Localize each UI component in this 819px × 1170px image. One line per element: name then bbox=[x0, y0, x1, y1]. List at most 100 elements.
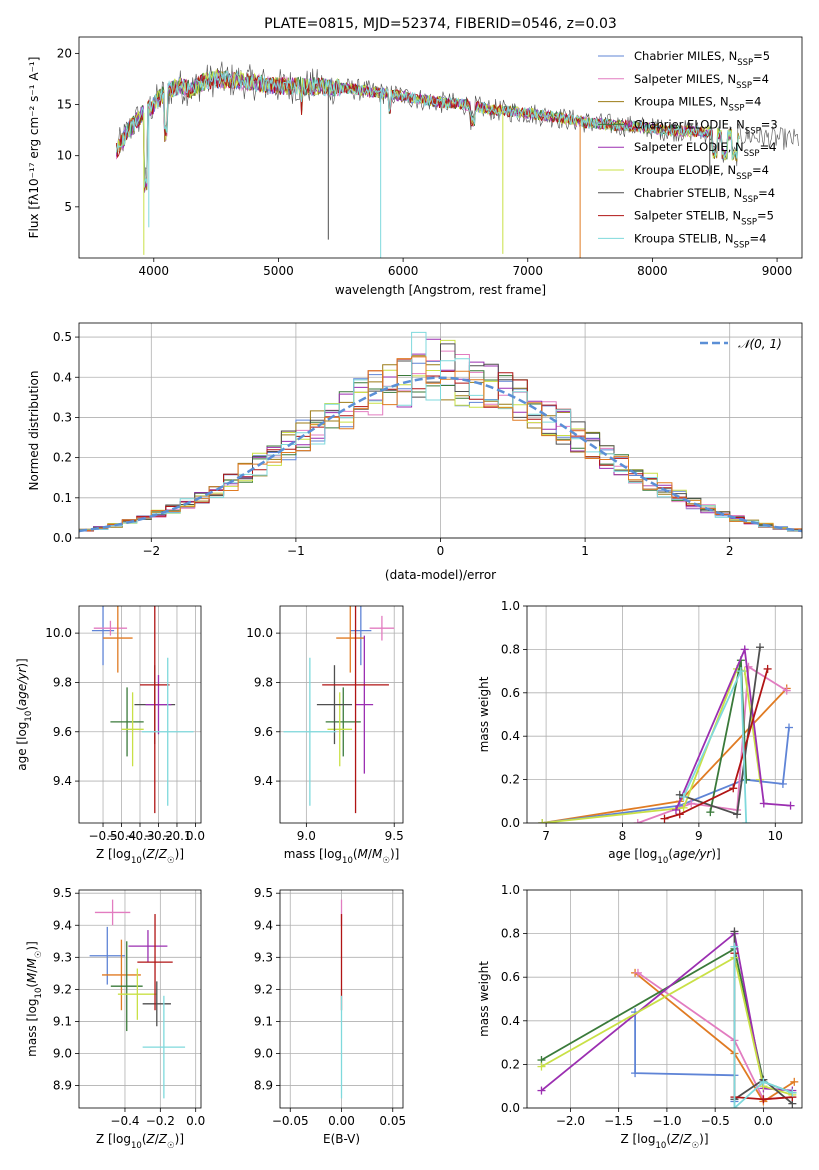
weight-marker bbox=[763, 664, 772, 673]
x-tick-label: −0.5 bbox=[88, 829, 117, 843]
x-tick-label: 8 bbox=[619, 829, 627, 843]
y-axis-label: mass weight bbox=[477, 676, 491, 752]
y-tick-label: 0.0 bbox=[53, 531, 72, 545]
x-tick-label: −1.0 bbox=[652, 1114, 681, 1128]
error-bar-point bbox=[369, 615, 395, 641]
y-tick-label: 9.1 bbox=[53, 1014, 72, 1028]
weight-marker bbox=[744, 662, 753, 671]
error-bar-point bbox=[101, 939, 141, 1011]
spectrum-lines bbox=[115, 61, 799, 258]
y-tick-label: 9.5 bbox=[254, 886, 273, 900]
weight-marker bbox=[782, 686, 791, 695]
y-tick-label: 0.8 bbox=[501, 927, 520, 941]
x-tick-label: 0.0 bbox=[186, 1114, 205, 1128]
y-tick-label: 9.5 bbox=[53, 886, 72, 900]
y-tick-label: 9.4 bbox=[254, 774, 273, 788]
y-tick-label: 9.4 bbox=[53, 774, 72, 788]
weight-line bbox=[675, 645, 791, 811]
x-axis-label: wavelength [Angstrom, rest frame] bbox=[335, 283, 546, 297]
y-tick-label: 0.6 bbox=[501, 970, 520, 984]
x-tick-label: −0.2 bbox=[144, 829, 173, 843]
weight-marker bbox=[742, 775, 751, 784]
weight-marker bbox=[759, 1077, 768, 1086]
y-tick-label: 0.3 bbox=[53, 410, 72, 424]
weight-marker bbox=[730, 1104, 739, 1108]
x-tick-label: −0.4 bbox=[107, 829, 136, 843]
y-axis-label: age [log10(age/yr)] bbox=[15, 658, 34, 770]
error-bar-point bbox=[141, 657, 194, 806]
error-bar-point bbox=[355, 635, 374, 774]
weight-line bbox=[634, 1012, 736, 1102]
error-bars bbox=[91, 606, 194, 814]
mass_vs_Z-frame bbox=[78, 889, 202, 1109]
x-tick-label: 0 bbox=[437, 544, 445, 558]
error-bar-point bbox=[137, 914, 173, 1011]
weight-lines bbox=[538, 643, 795, 823]
y-tick-label: 20 bbox=[57, 46, 72, 60]
legend-entry: Kroupa ELODIE, NSSP=4 bbox=[634, 163, 769, 182]
x-axis-label: Z [log10(Z/Z☉)] bbox=[96, 847, 184, 866]
chart-title: PLATE=0815, MJD=52374, FIBERID=0546, z=0… bbox=[264, 16, 617, 32]
x-tick-label: −2.0 bbox=[556, 1114, 585, 1128]
y-tick-label: 1.0 bbox=[501, 883, 520, 897]
error-bar-point bbox=[128, 930, 168, 963]
y-tick-label: 9.4 bbox=[254, 918, 273, 932]
x-tick-label: 9 bbox=[695, 829, 703, 843]
mass_vs_ebv-frame bbox=[279, 889, 404, 1109]
error-bar-point bbox=[316, 665, 353, 745]
weight-marker bbox=[786, 801, 795, 810]
weight-marker bbox=[679, 792, 688, 801]
y-tick-label: 0.8 bbox=[501, 642, 520, 656]
y-tick-label: 0.2 bbox=[53, 451, 72, 465]
y-tick-label: 0.2 bbox=[501, 773, 520, 787]
weight-marker bbox=[537, 1086, 546, 1095]
weight-marker bbox=[759, 1095, 768, 1104]
weight-line bbox=[542, 727, 790, 823]
y-axis-label: mass [log10(M/M☉)] bbox=[25, 941, 44, 1057]
weight-marker bbox=[788, 1088, 797, 1097]
weight-marker bbox=[538, 819, 547, 823]
y-tick-label: 9.8 bbox=[254, 675, 273, 689]
weight-marker bbox=[778, 779, 787, 788]
histograms bbox=[79, 331, 802, 534]
y-tick-label: 9.0 bbox=[254, 1047, 273, 1061]
weight_vs_age-axes: 7 8 9 10 0.0 0.2 0.4 0.6 0.8 1.0 age [log10(age/yr… bbox=[477, 599, 803, 866]
error-bar-point bbox=[327, 692, 353, 767]
weight-marker bbox=[740, 645, 749, 654]
y-axis-label: Normed distribution bbox=[27, 371, 41, 491]
x-tick-label: 8000 bbox=[637, 264, 668, 278]
residuals-frame bbox=[78, 322, 803, 539]
y-tick-label: 9.6 bbox=[53, 725, 72, 739]
weight-marker bbox=[790, 1077, 799, 1086]
weight-marker bbox=[631, 1069, 640, 1078]
x-tick-label: −1.5 bbox=[604, 1114, 633, 1128]
legend-entry: Salpeter ELODIE, NSSP=4 bbox=[634, 140, 777, 159]
x-axis-label: (data-model)/error bbox=[385, 568, 496, 582]
y-axis-label: mass weight bbox=[477, 961, 491, 1037]
y-tick-label: 8.9 bbox=[254, 1079, 273, 1093]
y-tick-label: 8.9 bbox=[53, 1079, 72, 1093]
weight-marker bbox=[733, 810, 742, 819]
error-bar-point bbox=[322, 606, 389, 814]
y-tick-label: 5 bbox=[64, 200, 72, 214]
y-tick-label: 0.5 bbox=[53, 330, 72, 344]
y-tick-label: 9.3 bbox=[254, 950, 273, 964]
x-tick-label: −0.1 bbox=[162, 829, 191, 843]
x-tick-label: −2 bbox=[142, 544, 160, 558]
x-axis-label: Z [log10(Z/Z☉)] bbox=[620, 1132, 708, 1151]
weight-marker bbox=[671, 805, 680, 814]
x-tick-label: 0.05 bbox=[379, 1114, 406, 1128]
x-axis-label: E(B-V) bbox=[323, 1132, 360, 1146]
weight_vs_Z-frame bbox=[526, 889, 803, 1109]
legend-entry: Chabrier STELIB, NSSP=4 bbox=[634, 186, 775, 205]
x-axis-label: Z [log10(Z/Z☉)] bbox=[96, 1132, 184, 1151]
error-bar-point bbox=[336, 606, 365, 673]
y-tick-label: 0.6 bbox=[501, 686, 520, 700]
y-tick-label: 0.1 bbox=[53, 491, 72, 505]
weight-marker bbox=[736, 667, 745, 676]
spectrum-line bbox=[115, 70, 740, 188]
y-tick-label: 1.0 bbox=[501, 599, 520, 613]
error-bar-point bbox=[89, 926, 125, 985]
y-tick-label: 9.1 bbox=[254, 1014, 273, 1028]
